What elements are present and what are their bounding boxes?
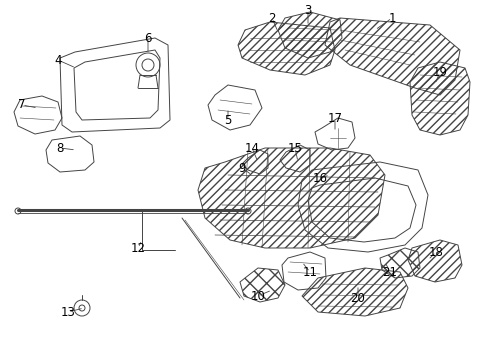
- Text: 10: 10: [250, 289, 265, 302]
- Text: 4: 4: [54, 54, 61, 67]
- Text: 7: 7: [18, 99, 26, 112]
- Text: 13: 13: [61, 306, 75, 319]
- Text: 20: 20: [350, 292, 365, 305]
- Text: 8: 8: [56, 141, 63, 154]
- Text: 11: 11: [302, 266, 317, 279]
- Text: 16: 16: [312, 171, 327, 184]
- Text: 1: 1: [387, 12, 395, 24]
- Text: 2: 2: [268, 12, 275, 24]
- Text: 19: 19: [431, 66, 447, 78]
- Text: 21: 21: [382, 266, 397, 279]
- Text: 5: 5: [224, 113, 231, 126]
- Text: 15: 15: [287, 141, 302, 154]
- Text: 9: 9: [238, 162, 245, 175]
- Text: 18: 18: [427, 246, 443, 258]
- Text: 14: 14: [244, 141, 259, 154]
- Text: 6: 6: [144, 31, 151, 45]
- Text: 12: 12: [130, 242, 145, 255]
- Text: 3: 3: [304, 4, 311, 17]
- Text: 17: 17: [327, 112, 342, 125]
